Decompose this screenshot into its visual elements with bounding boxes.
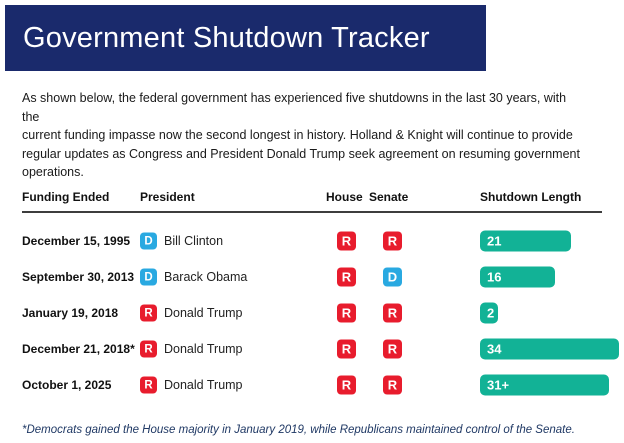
table-row: January 19, 2018 R Donald Trump R R 2 <box>0 295 624 331</box>
table-rows: December 15, 1995 D Bill Clinton R R 21 … <box>0 223 624 403</box>
shutdown-length-bar: 34 <box>480 338 619 360</box>
header-divider <box>22 211 602 213</box>
house-party-badge: R <box>337 267 356 287</box>
house-party-badge: R <box>337 303 356 323</box>
shutdown-length-bar: 16 <box>480 266 555 288</box>
president-party-badge: D <box>140 232 157 250</box>
house-party-badge: R <box>337 339 356 359</box>
table-header-row: Funding Ended President House Senate Shu… <box>0 190 624 206</box>
table-row: October 1, 2025 R Donald Trump R R 31+ <box>0 367 624 403</box>
page-title: Government Shutdown Tracker <box>23 21 430 54</box>
senate-party-badge: D <box>383 267 402 287</box>
shutdown-length-bar: 21 <box>480 230 571 252</box>
intro-line: As shown below, the federal government h… <box>22 91 567 124</box>
senate-party-badge: R <box>383 303 402 323</box>
table-row: September 30, 2013 D Barack Obama R D 16 <box>0 259 624 295</box>
shutdown-length-bar: 2 <box>480 302 498 324</box>
funding-ended-cell: January 19, 2018 <box>22 306 119 320</box>
intro-line: operations. <box>22 165 84 179</box>
page-title-banner: Government Shutdown Tracker <box>5 5 486 71</box>
column-header-shutdown-length: Shutdown Length <box>480 190 582 204</box>
president-name: Barack Obama <box>164 270 248 284</box>
funding-ended-cell: December 15, 1995 <box>22 234 131 248</box>
house-party-badge: R <box>337 375 356 395</box>
senate-party-badge: R <box>383 339 402 359</box>
senate-party-badge: R <box>383 375 402 395</box>
house-party-badge: R <box>337 231 356 251</box>
footnote: *Democrats gained the House majority in … <box>22 424 575 436</box>
funding-ended-cell: December 21, 2018* <box>22 342 135 356</box>
table-row: December 21, 2018* R Donald Trump R R 34 <box>0 331 624 367</box>
table-row: December 15, 1995 D Bill Clinton R R 21 <box>0 223 624 259</box>
funding-ended-cell: October 1, 2025 <box>22 378 112 392</box>
president-name: Donald Trump <box>164 306 243 320</box>
intro-paragraph: As shown below, the federal government h… <box>22 89 582 182</box>
column-header-president: President <box>140 190 195 204</box>
column-header-senate: Senate <box>369 190 409 204</box>
president-party-badge: D <box>140 268 157 286</box>
shutdown-length-bar: 31+ <box>480 374 609 396</box>
column-header-funding-ended: Funding Ended <box>22 190 110 204</box>
column-header-house: House <box>326 190 363 204</box>
president-name: Donald Trump <box>164 378 243 392</box>
president-name: Bill Clinton <box>164 234 224 248</box>
president-party-badge: R <box>140 304 157 322</box>
president-party-badge: R <box>140 376 157 394</box>
intro-line: regular updates as Congress and Presiden… <box>22 146 580 161</box>
funding-ended-cell: September 30, 2013 <box>22 270 135 284</box>
senate-party-badge: R <box>383 231 402 251</box>
president-party-badge: R <box>140 340 157 358</box>
intro-line: current funding impasse now the second l… <box>22 128 573 142</box>
president-name: Donald Trump <box>164 342 243 356</box>
